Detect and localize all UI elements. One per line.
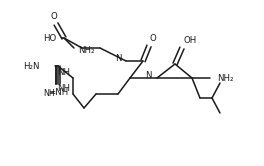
Text: OH: OH xyxy=(184,36,197,44)
Text: NH: NH xyxy=(57,68,70,77)
Text: H₂N: H₂N xyxy=(23,61,40,71)
Text: O: O xyxy=(51,11,57,20)
Text: NH: NH xyxy=(43,88,55,97)
Text: O: O xyxy=(150,34,157,42)
Text: NH₂: NH₂ xyxy=(217,74,233,83)
Text: NH₂: NH₂ xyxy=(78,45,95,54)
Text: =NH: =NH xyxy=(48,87,68,96)
Text: NH: NH xyxy=(57,83,70,92)
Text: N: N xyxy=(116,53,122,63)
Text: HO: HO xyxy=(43,34,56,42)
Text: N: N xyxy=(145,71,152,80)
